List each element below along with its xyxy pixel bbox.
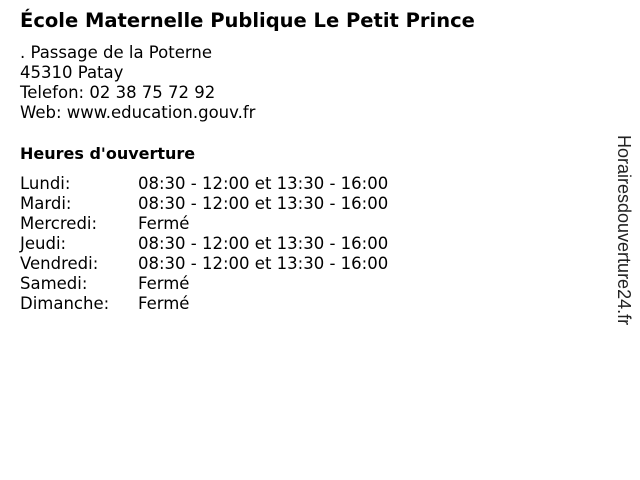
page-title: École Maternelle Publique Le Petit Princ…	[20, 9, 475, 32]
city: 45310 Patay	[20, 63, 124, 82]
day-label: Jeudi:	[20, 234, 67, 253]
day-label: Mardi:	[20, 194, 72, 213]
time-value: Fermé	[138, 214, 190, 233]
time-value: Fermé	[138, 294, 190, 313]
address-block: . Passage de la Poterne 45310 Patay Tele…	[20, 43, 255, 123]
street: . Passage de la Poterne	[20, 43, 212, 62]
day-label: Vendredi:	[20, 254, 99, 273]
website: Web: www.education.gouv.fr	[20, 103, 256, 122]
time-value: 08:30 - 12:00 et 13:30 - 16:00	[138, 174, 389, 193]
time-value: 08:30 - 12:00 et 13:30 - 16:00	[138, 234, 389, 253]
day-label: Lundi:	[20, 174, 71, 193]
hours-heading: Heures d'ouverture	[20, 144, 196, 163]
day-label: Samedi:	[20, 274, 88, 293]
time-value: 08:30 - 12:00 et 13:30 - 16:00	[138, 194, 389, 213]
time-value: 08:30 - 12:00 et 13:30 - 16:00	[138, 254, 389, 273]
day-label: Mercredi:	[20, 214, 98, 233]
time-value: Fermé	[138, 274, 190, 293]
watermark: Horairesdouverture24.fr	[614, 135, 634, 326]
phone: Telefon: 02 38 75 72 92	[20, 83, 216, 102]
day-label: Dimanche:	[20, 294, 110, 313]
